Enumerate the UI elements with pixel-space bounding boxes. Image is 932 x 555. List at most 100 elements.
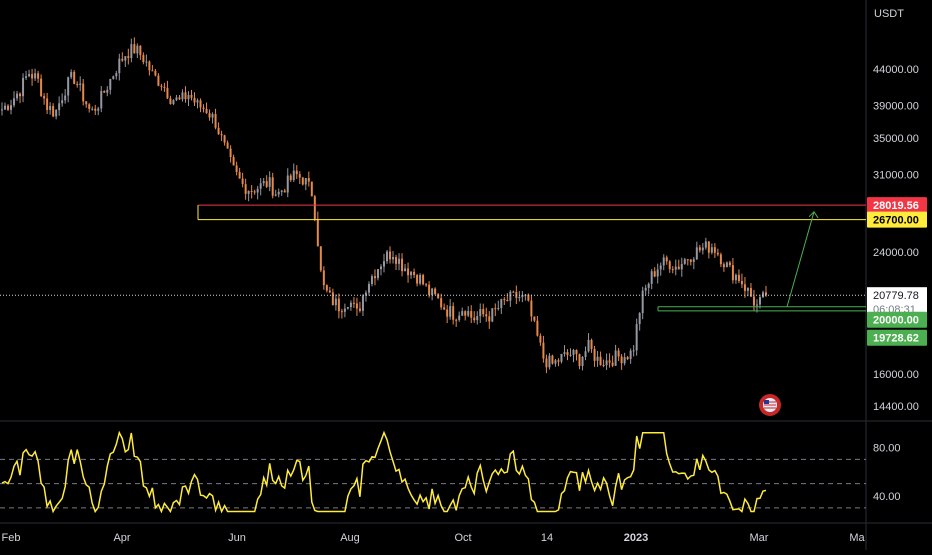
oscillator-line[interactable] bbox=[1, 430, 767, 514]
candle-body bbox=[536, 320, 539, 336]
candle-body bbox=[698, 247, 701, 251]
candle-body bbox=[686, 259, 689, 261]
candle-body bbox=[229, 148, 232, 158]
candles bbox=[1, 37, 767, 374]
candle-body bbox=[671, 269, 674, 271]
price-tag-green-lower[interactable]: 19728.62 bbox=[867, 329, 927, 346]
candle-body bbox=[76, 83, 79, 86]
candle-body bbox=[512, 291, 515, 293]
candle-body bbox=[226, 142, 229, 149]
price-tag-red[interactable]: 28019.56 bbox=[867, 197, 927, 214]
price-axis[interactable]: USDT 44000.00 39000.00 35000.00 31000.00 2400… bbox=[867, 8, 927, 503]
candle-body bbox=[115, 73, 118, 77]
candle-body bbox=[596, 356, 599, 361]
candle-body bbox=[40, 78, 43, 97]
us-flag-icon[interactable] bbox=[759, 394, 781, 416]
candle-body bbox=[157, 75, 160, 86]
candle-body bbox=[160, 85, 163, 87]
candle-body bbox=[292, 170, 295, 181]
candle-body bbox=[295, 170, 298, 175]
price-tag-yellow[interactable]: 26700.00 bbox=[867, 211, 927, 228]
time-tick-label: Apr bbox=[113, 532, 130, 544]
candle-body bbox=[728, 262, 731, 266]
price-tick-label: 44000.00 bbox=[873, 64, 919, 76]
candle-body bbox=[743, 284, 746, 291]
oscillator-tick-label: 80.00 bbox=[873, 442, 901, 454]
candle-body bbox=[587, 339, 590, 352]
candle-body bbox=[476, 316, 479, 321]
candle-body bbox=[563, 352, 566, 354]
candle-body bbox=[398, 258, 401, 264]
candle-body bbox=[109, 78, 112, 90]
candle-body bbox=[214, 113, 217, 128]
candle-body bbox=[28, 74, 31, 77]
candle-body bbox=[542, 342, 545, 359]
candle-body bbox=[518, 297, 521, 299]
candle-body bbox=[647, 283, 650, 288]
candle-body bbox=[238, 171, 241, 179]
candle-body bbox=[172, 100, 175, 105]
candle-body bbox=[337, 298, 340, 312]
candle-body bbox=[49, 106, 52, 110]
candle-body bbox=[722, 264, 725, 268]
candle-body bbox=[4, 105, 7, 110]
candle-body bbox=[650, 271, 653, 284]
candle-body bbox=[644, 287, 647, 291]
candle-body bbox=[370, 276, 373, 284]
candle-body bbox=[205, 108, 208, 114]
candle-body bbox=[253, 191, 256, 193]
candle-body bbox=[334, 298, 337, 306]
projection-arrow[interactable] bbox=[786, 211, 815, 307]
time-tick-label: 14 bbox=[541, 532, 553, 544]
candle-body bbox=[614, 350, 617, 366]
candle-body bbox=[16, 93, 19, 99]
candle-body bbox=[401, 258, 404, 272]
candle-body bbox=[765, 292, 767, 296]
time-axis[interactable]: Feb Apr Jun Aug Oct 14 2023 Mar Ma bbox=[2, 532, 866, 544]
candle-body bbox=[121, 58, 124, 61]
candle-body bbox=[674, 266, 677, 270]
candle-body bbox=[488, 316, 491, 322]
price-tick-label: 16000.00 bbox=[873, 369, 919, 381]
candle-body bbox=[569, 354, 572, 356]
price-tag-green-upper[interactable]: 20000.00 bbox=[867, 311, 927, 328]
candle-body bbox=[551, 355, 554, 364]
candle-body bbox=[572, 349, 575, 355]
candle-body bbox=[428, 284, 431, 296]
candle-body bbox=[485, 314, 488, 317]
candle-body bbox=[548, 355, 551, 368]
oscillator-pane[interactable] bbox=[0, 430, 866, 514]
candle-body bbox=[373, 276, 376, 279]
candle-body bbox=[608, 360, 611, 363]
candle-body bbox=[82, 83, 85, 102]
candle-body bbox=[277, 191, 280, 195]
candle-body bbox=[449, 306, 452, 317]
candle-body bbox=[626, 357, 629, 360]
candle-body bbox=[328, 290, 331, 293]
candle-body bbox=[235, 165, 238, 172]
candle-body bbox=[599, 356, 602, 366]
candle-body bbox=[395, 257, 398, 264]
candle-body bbox=[274, 194, 277, 196]
candle-body bbox=[136, 45, 139, 54]
candle-body bbox=[112, 76, 115, 79]
candle-body bbox=[259, 183, 262, 189]
candle-body bbox=[106, 89, 109, 93]
candle-body bbox=[184, 92, 187, 100]
candle-body bbox=[479, 309, 482, 317]
candle-body bbox=[695, 247, 698, 260]
candle-body bbox=[196, 100, 199, 103]
candle-body bbox=[389, 251, 392, 260]
candle-body bbox=[701, 247, 704, 251]
candle-body bbox=[118, 58, 121, 74]
price-tick-label: 39000.00 bbox=[873, 100, 919, 112]
candle-body bbox=[124, 56, 127, 61]
candle-body bbox=[349, 302, 352, 308]
candle-body bbox=[590, 339, 593, 349]
candle-body bbox=[154, 70, 157, 76]
candle-body bbox=[43, 96, 46, 99]
candle-body bbox=[343, 308, 346, 312]
